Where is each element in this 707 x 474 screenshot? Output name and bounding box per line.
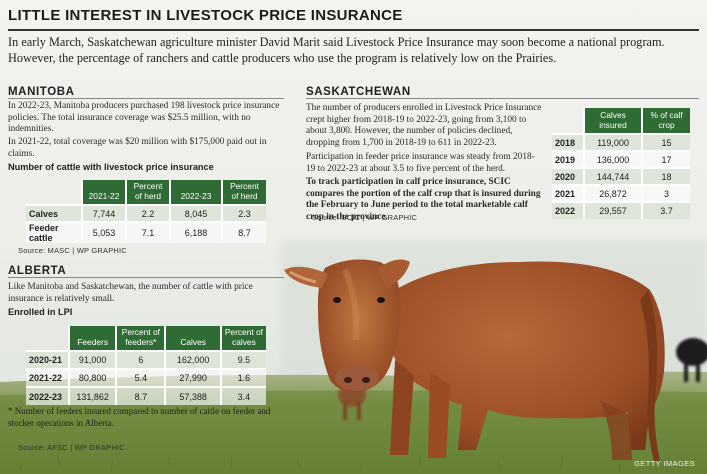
page-title: LITTLE INTEREST IN LIVESTOCK PRICE INSUR… (8, 7, 403, 24)
table-cell: 7.1 (125, 221, 170, 243)
table-cell: 3.7 (641, 201, 690, 219)
saskatchewan-source: Source: SCIC | WP GRAPHIC (312, 213, 418, 222)
table-cell: 162,000 (164, 350, 221, 369)
table-cell: 91,000 (68, 350, 117, 369)
manitoba-table-title: Number of cattle with livestock price in… (8, 162, 214, 172)
saskatchewan-col-header: % of calf crop (641, 108, 690, 134)
table-cell: 119,000 (583, 133, 642, 151)
saskatchewan-heading: SASKATCHEWAN (306, 86, 411, 98)
alberta-heading: ALBERTA (8, 265, 67, 277)
table-cell: 9.5 (219, 350, 266, 369)
table-cell: 8.7 (221, 221, 266, 243)
table-cell: 17 (641, 150, 690, 168)
alberta-source: Source: AFSC | WP GRAPHIC (18, 443, 125, 452)
saskatchewan-divider (306, 98, 699, 99)
table-row: 2019 136,000 17 (552, 150, 690, 168)
alberta-divider (8, 277, 284, 278)
row-label: 2021-22 (26, 368, 70, 387)
manitoba-divider (8, 98, 284, 99)
alberta-footnote: * Number of feeders insured compared to … (8, 406, 271, 428)
table-cell: 15 (641, 133, 690, 151)
intro-paragraph: In early March, Saskatchewan agriculture… (8, 35, 665, 65)
manitoba-heading: MANITOBA (8, 86, 75, 98)
table-row: 2022 29,557 3.7 (552, 201, 690, 219)
table-cell: 29,557 (583, 201, 642, 219)
table-cell: 2.3 (221, 204, 266, 222)
table-cell: 8.7 (115, 386, 166, 405)
alberta-table: Feeders Percent of feeders* Calves Perce… (26, 326, 266, 405)
alberta-col-header: Percent of calves (219, 326, 266, 351)
table-cell: 5,053 (81, 221, 126, 243)
table-cell: 7,744 (81, 204, 126, 222)
row-label: Feeder cattle (26, 221, 82, 243)
saskatchewan-paragraph-3: To track participation in calf price ins… (306, 177, 541, 222)
manitoba-source: Source: MASC | WP GRAPHIC (18, 246, 127, 255)
table-cell: 18 (641, 167, 690, 185)
table-row: 2021 26,872 3 (552, 184, 690, 202)
table-cell: 6 (115, 350, 166, 369)
table-cell: 80,800 (68, 368, 117, 387)
table-cell: 26,872 (583, 184, 642, 202)
saskatchewan-table: Calves insured % of calf crop 2018 119,0… (552, 108, 690, 219)
alberta-col-header: Percent of feeders* (115, 326, 166, 351)
manitoba-col-header: Percent of herd (221, 180, 266, 205)
photo-credit: GETTY IMAGES (634, 459, 695, 468)
table-cell: 27,990 (164, 368, 221, 387)
table-cell: 144,744 (583, 167, 642, 185)
table-cell: 6,188 (169, 221, 222, 243)
row-label: 2022-23 (26, 386, 70, 405)
manitoba-table: 2021-22 Percent of herd 2022-23 Percent … (26, 180, 266, 243)
manitoba-paragraph-1: In 2022-23, Manitoba producers purchased… (8, 101, 280, 134)
saskatchewan-paragraph-2: Participation in feeder price insurance … (306, 152, 535, 174)
table-cell: 2.2 (125, 204, 170, 222)
table-row: 2021-22 80,800 5.4 27,990 1.6 (26, 368, 266, 387)
manitoba-col-header: 2021-22 (81, 180, 126, 205)
table-cell: 136,000 (583, 150, 642, 168)
row-label: Calves (26, 204, 82, 222)
table-row: 2020-21 91,000 6 162,000 9.5 (26, 350, 266, 369)
title-divider (8, 29, 699, 31)
table-cell: 3.4 (219, 386, 266, 405)
row-label: 2020 (552, 167, 584, 185)
alberta-col-header: Calves (164, 326, 221, 351)
manitoba-paragraph-2: In 2021-22, total coverage was $20 milli… (8, 137, 267, 159)
table-row: Feeder cattle 5,053 7.1 6,188 8.7 (26, 221, 266, 243)
saskatchewan-col-header: Calves insured (583, 108, 642, 134)
table-cell: 3 (641, 184, 690, 202)
alberta-col-header: Feeders (68, 326, 117, 351)
row-label: 2022 (552, 201, 584, 219)
table-cell: 57,388 (164, 386, 221, 405)
table-row: 2022-23 131,862 8.7 57,388 3.4 (26, 386, 266, 405)
manitoba-col-header: 2022-23 (169, 180, 222, 205)
row-label: 2020-21 (26, 350, 70, 369)
table-cell: 5.4 (115, 368, 166, 387)
table-row: Calves 7,744 2.2 8,045 2.3 (26, 204, 266, 222)
saskatchewan-paragraph-1: The number of producers enrolled in Live… (306, 103, 542, 148)
manitoba-col-header: Percent of herd (125, 180, 170, 205)
table-cell: 1.6 (219, 368, 266, 387)
row-label: 2018 (552, 133, 584, 151)
table-cell: 8,045 (169, 204, 222, 222)
table-row: 2020 144,744 18 (552, 167, 690, 185)
row-label: 2019 (552, 150, 584, 168)
table-row: 2018 119,000 15 (552, 133, 690, 151)
row-label: 2021 (552, 184, 584, 202)
alberta-paragraph-1: Like Manitoba and Saskatchewan, the numb… (8, 282, 253, 304)
alberta-table-title: Enrolled in LPI (8, 307, 73, 317)
table-cell: 131,862 (68, 386, 117, 405)
